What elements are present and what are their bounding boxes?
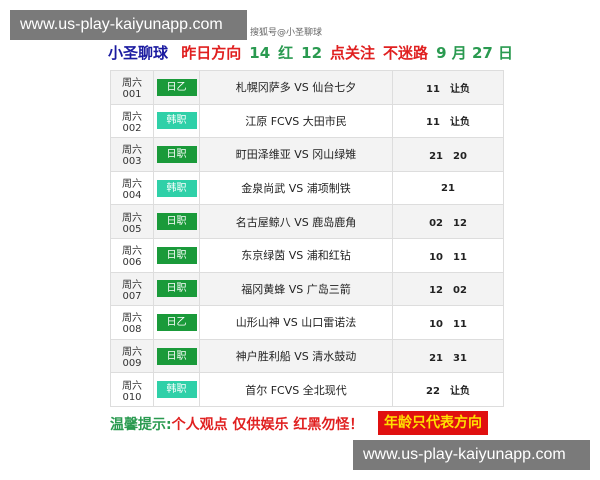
league-cell: 日乙 — [153, 70, 200, 105]
table-row: 周六 003 日职 町田泽维亚 VS 冈山绿雉 21 20 — [110, 137, 504, 172]
match-cell: 山形山神 VS 山口雷诺法 — [199, 305, 393, 340]
match-table: 周六 001 日乙 札幌冈萨多 VS 仙台七夕 11 让负 周六 002 韩职 江… — [110, 70, 504, 407]
league-cell: 日职 — [153, 237, 200, 273]
table-row: 周六 002 韩职 江原 FCVS 大田市民 11 让负 — [110, 103, 504, 139]
league-badge: 日职 — [156, 246, 197, 264]
result-cell: 11 让负 — [392, 103, 504, 139]
match-cell: 福冈黄蜂 VS 广岛三箭 — [199, 271, 393, 307]
league-cell: 日职 — [153, 204, 200, 239]
footer-badge: 年龄只代表方向 — [378, 411, 488, 435]
day-cell: 周六 003 — [110, 137, 154, 172]
header-count: 14 — [249, 44, 271, 62]
source-tag: 搜狐号@小圣聊球 — [250, 28, 323, 38]
result-cell: 02 12 — [392, 204, 504, 239]
watermark-bottom: www.us-play-kaiyunapp.com — [353, 440, 590, 470]
brand: 小圣聊球 — [108, 44, 169, 62]
header-text: 红 — [278, 44, 294, 62]
header-text: 点关注 — [330, 44, 376, 62]
match-cell: 首尔 FCVS 全北现代 — [199, 372, 393, 407]
result-cell: 21 — [392, 170, 504, 206]
league-badge: 韩职 — [156, 112, 197, 130]
day-cell: 周六 005 — [110, 204, 154, 239]
table-row: 周六 005 日职 名古屋鲸八 VS 鹿岛鹿角 02 12 — [110, 204, 504, 239]
match-cell: 札幌冈萨多 VS 仙台七夕 — [199, 70, 393, 105]
result-cell: 21 31 — [392, 338, 504, 374]
league-badge: 日职 — [156, 213, 197, 231]
table-row: 周六 009 日职 神户胜利船 VS 清水鼓动 21 31 — [110, 338, 504, 374]
match-cell: 神户胜利船 VS 清水鼓动 — [199, 338, 393, 374]
watermark-top: www.us-play-kaiyunapp.com — [10, 10, 247, 40]
footer-tip: 温馨提示:个人观点 仅供娱乐 红黑勿怪！ — [110, 414, 363, 434]
league-badge: 日职 — [156, 280, 197, 298]
match-cell: 江原 FCVS 大田市民 — [199, 103, 393, 139]
day-cell: 周六 010 — [110, 372, 154, 407]
day-cell: 周六 006 — [110, 237, 154, 273]
league-badge: 日乙 — [156, 313, 197, 331]
match-cell: 町田泽维亚 VS 冈山绿雉 — [199, 137, 393, 172]
league-cell: 日职 — [153, 271, 200, 307]
day-cell: 周六 007 — [110, 271, 154, 307]
table-row: 周六 010 韩职 首尔 FCVS 全北现代 22 让负 — [110, 372, 504, 407]
table-row: 周六 007 日职 福冈黄蜂 VS 广岛三箭 12 02 — [110, 271, 504, 307]
match-cell: 金泉尚武 VS 浦项制铁 — [199, 170, 393, 206]
league-cell: 韩职 — [153, 170, 200, 206]
league-cell: 日职 — [153, 338, 200, 374]
league-badge: 日职 — [156, 347, 197, 365]
league-cell: 韩职 — [153, 103, 200, 139]
table-row: 周六 001 日乙 札幌冈萨多 VS 仙台七夕 11 让负 — [110, 70, 504, 105]
day-cell: 周六 001 — [110, 70, 154, 105]
result-cell: 12 02 — [392, 271, 504, 307]
match-cell: 东京绿茵 VS 浦和红钻 — [199, 237, 393, 273]
day-cell: 周六 009 — [110, 338, 154, 374]
result-cell: 10 11 — [392, 305, 504, 340]
league-cell: 韩职 — [153, 372, 200, 407]
header-text: 昨日方向 — [181, 44, 242, 62]
tip-text: 个人观点 仅供娱乐 红黑勿怪！ — [171, 417, 364, 433]
day-cell: 周六 002 — [110, 103, 154, 139]
league-badge: 韩职 — [156, 381, 197, 399]
league-badge: 日乙 — [156, 78, 197, 96]
league-badge: 韩职 — [156, 179, 197, 197]
match-cell: 名古屋鲸八 VS 鹿岛鹿角 — [199, 204, 393, 239]
league-badge: 日职 — [156, 145, 197, 163]
result-cell: 21 20 — [392, 137, 504, 172]
table-row: 周六 006 日职 东京绿茵 VS 浦和红钻 10 11 — [110, 237, 504, 273]
league-cell: 日职 — [153, 137, 200, 172]
day-cell: 周六 004 — [110, 170, 154, 206]
result-cell: 11 让负 — [392, 70, 504, 105]
table-row: 周六 008 日乙 山形山神 VS 山口雷诺法 10 11 — [110, 305, 504, 340]
header-date: 9 月 27 日 — [436, 44, 514, 62]
tip-label: 温馨提示: — [110, 417, 172, 433]
table-row: 周六 004 韩职 金泉尚武 VS 浦项制铁 21 — [110, 170, 504, 206]
result-cell: 22 让负 — [392, 372, 504, 407]
header: 小圣聊球 昨日方向 14 红 12 点关注 不迷路 9 月 27 日 — [108, 44, 521, 62]
league-cell: 日乙 — [153, 305, 200, 340]
result-cell: 10 11 — [392, 237, 504, 273]
header-count: 12 — [301, 44, 323, 62]
day-cell: 周六 008 — [110, 305, 154, 340]
header-text: 不迷路 — [383, 44, 429, 62]
